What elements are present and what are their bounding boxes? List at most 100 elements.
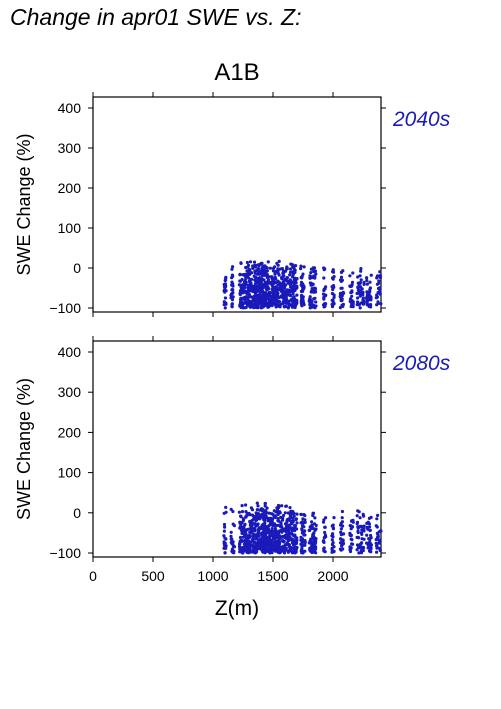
- data-point: [252, 274, 256, 278]
- scenario-title: A1B: [214, 59, 259, 86]
- data-point: [242, 285, 246, 289]
- data-point: [361, 299, 365, 303]
- data-point: [338, 306, 342, 310]
- data-point: [340, 509, 344, 514]
- data-point: [281, 281, 285, 285]
- data-point: [300, 301, 304, 305]
- data-point: [240, 305, 244, 309]
- y-tick-label: −100: [49, 300, 81, 316]
- data-point: [253, 533, 257, 537]
- panel-frame-2040s: [92, 96, 382, 313]
- data-point: [248, 271, 253, 275]
- data-point: [339, 270, 344, 274]
- data-point: [291, 509, 295, 514]
- x-tick-label: 2000: [317, 568, 348, 584]
- data-point: [247, 543, 251, 547]
- data-point: [369, 545, 373, 550]
- data-point: [365, 533, 369, 537]
- data-point: [366, 527, 370, 531]
- data-point: [265, 275, 269, 280]
- data-point: [256, 528, 260, 532]
- data-point: [362, 537, 366, 541]
- data-point: [284, 295, 288, 299]
- data-point: [268, 275, 272, 279]
- data-point: [286, 550, 290, 554]
- data-point: [323, 530, 327, 535]
- data-point: [264, 282, 269, 287]
- panel-frame-2080s: [92, 340, 382, 558]
- data-point: [322, 288, 326, 293]
- data-point: [288, 513, 292, 517]
- data-point: [376, 291, 380, 295]
- data-point: [276, 269, 280, 273]
- data-point: [260, 523, 264, 527]
- data-point: [376, 286, 381, 291]
- data-point: [321, 539, 325, 544]
- data-point: [299, 267, 303, 271]
- data-point: [252, 260, 257, 264]
- data-point: [338, 291, 343, 295]
- data-point: [287, 543, 291, 547]
- data-point: [267, 530, 271, 534]
- data-point: [250, 513, 255, 517]
- data-point: [349, 533, 353, 538]
- data-point: [308, 303, 312, 307]
- data-point: [272, 537, 276, 541]
- data-point: [375, 295, 379, 300]
- x-axis-title: Z(m): [215, 597, 259, 620]
- data-point: [251, 289, 255, 294]
- data-point: [245, 511, 249, 516]
- data-point: [340, 520, 344, 524]
- data-point: [265, 506, 269, 510]
- data-point: [332, 549, 336, 553]
- data-point: [360, 550, 364, 554]
- data-point: [240, 539, 244, 543]
- data-point: [244, 295, 248, 299]
- data-point: [358, 306, 362, 310]
- data-point: [378, 270, 382, 274]
- data-point: [295, 521, 299, 525]
- data-point: [310, 305, 314, 309]
- data-point: [277, 537, 281, 542]
- data-point: [341, 524, 345, 528]
- data-point: [312, 266, 317, 270]
- data-point: [331, 277, 335, 281]
- data-point: [287, 517, 291, 522]
- y-tick-label: 200: [58, 424, 82, 440]
- data-point: [359, 269, 363, 273]
- data-point: [288, 270, 293, 274]
- data-point: [351, 520, 355, 524]
- data-point: [278, 511, 282, 515]
- data-point: [268, 291, 273, 295]
- data-point: [365, 300, 369, 304]
- data-point: [260, 301, 264, 305]
- data-point: [308, 281, 312, 285]
- data-point: [302, 265, 306, 269]
- data-point: [330, 302, 334, 306]
- data-point: [311, 511, 315, 515]
- data-point: [230, 273, 234, 277]
- data-point: [292, 266, 296, 270]
- data-point: [252, 303, 256, 307]
- data-point: [291, 533, 295, 537]
- data-point: [339, 537, 343, 541]
- data-point: [369, 273, 373, 277]
- data-point: [280, 518, 285, 522]
- data-point: [368, 528, 372, 532]
- data-point: [266, 517, 270, 521]
- data-point: [272, 289, 276, 293]
- data-point: [281, 513, 286, 518]
- data-point: [313, 516, 317, 520]
- data-point: [263, 504, 267, 508]
- data-point: [279, 550, 283, 554]
- data-point: [356, 509, 360, 513]
- data-point: [341, 538, 345, 542]
- data-point: [230, 280, 234, 284]
- data-point: [274, 514, 278, 518]
- data-point: [261, 534, 265, 539]
- data-point: [362, 514, 366, 518]
- data-point: [286, 511, 290, 515]
- data-point: [278, 524, 282, 528]
- data-point: [257, 515, 261, 519]
